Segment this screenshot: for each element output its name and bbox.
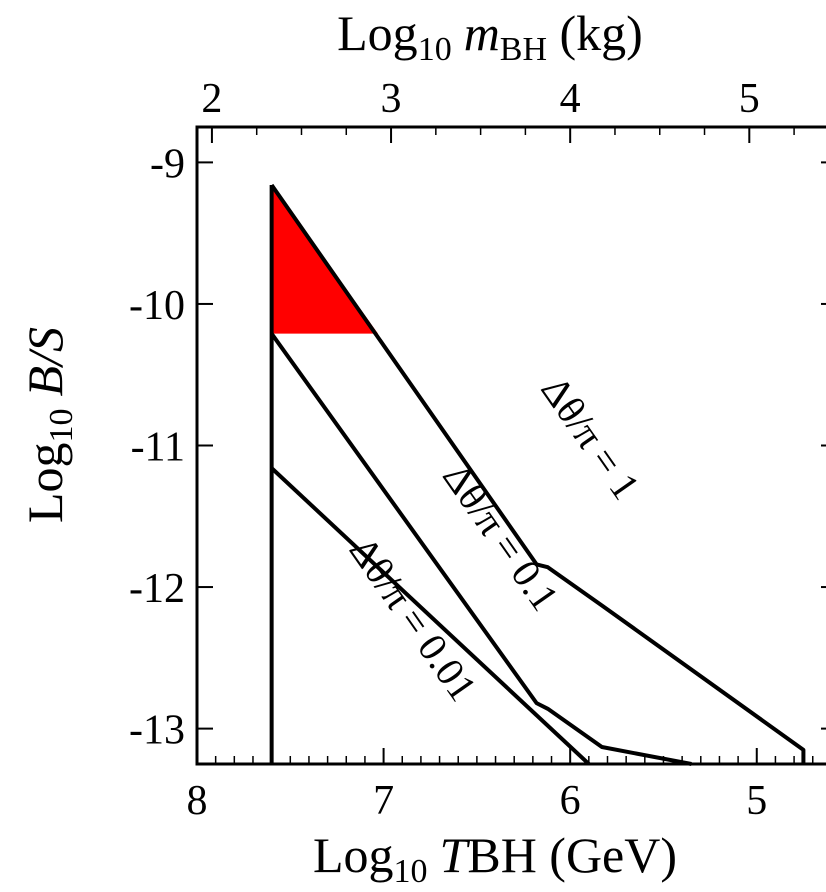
y-tick-label: -9 xyxy=(150,141,185,187)
ticks-layer: 8 7 6 5 2 3 4 5 -9 -10 -11 -12 -13 xyxy=(129,76,826,824)
y-axis-title-var: B/S xyxy=(17,327,73,396)
x2-axis-title-varsub: BH xyxy=(500,31,547,68)
y-axis-title-sub: 10 xyxy=(43,408,80,442)
plot-frame xyxy=(195,125,826,766)
x-axis-title-rest: BH (GeV) xyxy=(467,827,677,883)
x2-axis-title-pre: Log xyxy=(337,5,418,61)
y-tick-label: -13 xyxy=(129,708,185,754)
x2-axis-title: Log10 mBH (kg) xyxy=(337,5,643,68)
y-axis-title-pre: Log xyxy=(17,442,73,523)
x-tick-label: 6 xyxy=(560,778,581,824)
x2-tick-label: 4 xyxy=(560,76,581,122)
x2-axis-title-sub: 10 xyxy=(418,31,452,68)
x2-tick-label: 2 xyxy=(201,76,222,122)
x-axis-title: Log10 TBH (GeV) xyxy=(313,827,677,890)
series-label-1: Δθ/π = 1 xyxy=(532,368,648,507)
series-line-3 xyxy=(270,466,591,766)
series-label-2: Δθ/π = 0.1 xyxy=(434,455,568,619)
x-tick-label: 5 xyxy=(746,778,767,824)
x-axis-title-var: T xyxy=(440,827,471,883)
series-line-1 xyxy=(269,183,806,764)
curves-layer: Δθ/π = 1Δθ/π = 0.1Δθ/π = 0.01 xyxy=(269,183,806,766)
x-axis-title-pre: Log xyxy=(313,827,394,883)
y-tick-label: -12 xyxy=(129,566,185,612)
x2-axis-title-var: m xyxy=(464,5,500,61)
x2-tick-label: 5 xyxy=(739,76,760,122)
series-line-2 xyxy=(270,332,692,766)
x-tick-label: 7 xyxy=(373,778,394,824)
x2-tick-label: 3 xyxy=(381,76,402,122)
y-axis-title: Log10 B/S xyxy=(17,327,80,523)
y-tick-label: -10 xyxy=(129,283,185,329)
x-axis-title-sub: 10 xyxy=(394,853,428,890)
x-tick-label: 8 xyxy=(187,778,208,824)
series-label-3: Δθ/π = 0.01 xyxy=(341,529,486,709)
x2-axis-title-rest: (kg) xyxy=(547,5,643,61)
y-tick-label: -11 xyxy=(131,425,185,471)
